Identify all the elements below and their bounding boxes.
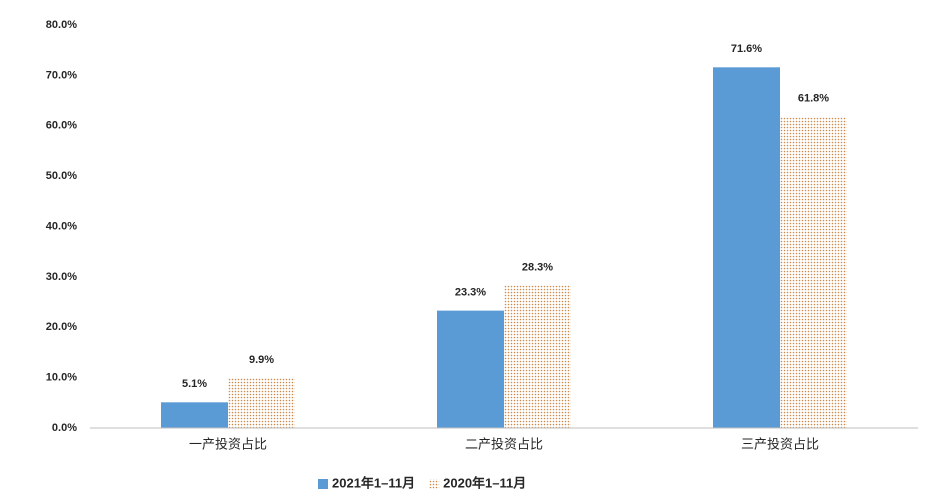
y-tick-label: 80.0% [46,19,77,31]
y-tick-label: 60.0% [46,120,77,132]
y-tick-label: 10.0% [46,372,77,384]
legend-swatch [429,479,440,489]
bar [161,402,228,428]
value-label: 61.8% [798,93,829,105]
y-tick-label: 50.0% [46,170,77,182]
y-tick-label: 40.0% [46,220,77,232]
bar [228,378,295,428]
x-tick-label: 三产投资占比 [741,436,819,451]
x-tick-label: 二产投资占比 [465,436,543,451]
bar [504,285,571,428]
legend-label: 2021年1–11月 [332,475,415,490]
y-tick-label: 20.0% [46,321,77,333]
legend-label: 2020年1–11月 [443,475,526,490]
value-label: 28.3% [522,261,553,273]
legend-swatch [318,479,328,489]
y-tick-label: 70.0% [46,69,77,81]
value-label: 23.3% [455,287,486,299]
bar [780,116,847,429]
value-label: 5.1% [182,378,207,390]
value-label: 71.6% [731,43,762,55]
value-label: 9.9% [249,354,274,366]
bar [437,310,504,428]
y-tick-label: 30.0% [46,271,77,283]
y-tick-label: 0.0% [52,422,77,434]
x-tick-label: 一产投资占比 [189,436,267,451]
bar [713,67,780,428]
